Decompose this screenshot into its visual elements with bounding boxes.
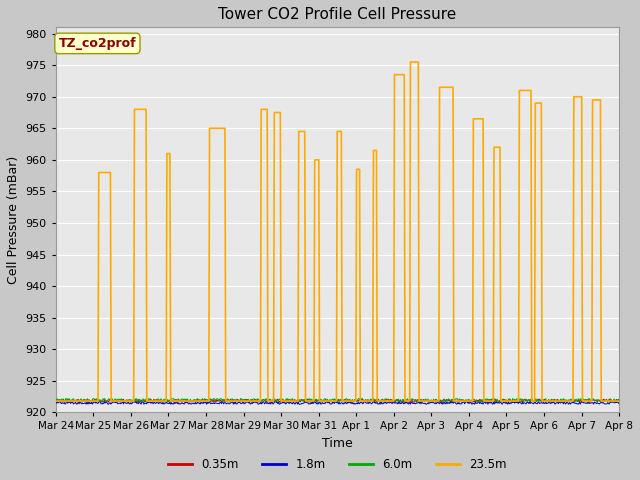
Text: TZ_co2prof: TZ_co2prof: [59, 37, 136, 50]
Title: Tower CO2 Profile Cell Pressure: Tower CO2 Profile Cell Pressure: [218, 7, 456, 22]
X-axis label: Time: Time: [322, 437, 353, 450]
Legend: 0.35m, 1.8m, 6.0m, 23.5m: 0.35m, 1.8m, 6.0m, 23.5m: [164, 454, 511, 476]
Y-axis label: Cell Pressure (mBar): Cell Pressure (mBar): [7, 156, 20, 284]
